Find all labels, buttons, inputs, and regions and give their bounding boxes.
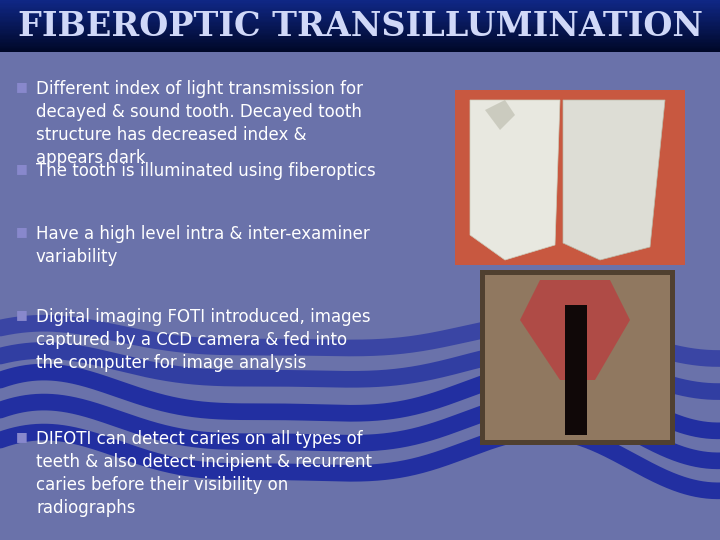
Text: ■: ■ [16,80,28,93]
Text: ■: ■ [16,308,28,321]
Bar [0,49,720,51]
Bar [0,46,720,48]
Bar [0,44,720,45]
Text: Digital imaging FOTI introduced, images
captured by a CCD camera & fed into
the : Digital imaging FOTI introduced, images … [36,308,371,372]
Bar [0,12,720,14]
Bar [0,10,720,12]
Bar [0,1,720,3]
Bar [0,9,720,10]
Bar [0,50,720,52]
Bar [0,18,720,19]
Bar [0,3,720,5]
Bar [0,36,720,38]
Bar [0,24,720,26]
Bar [0,2,720,4]
Bar [0,35,720,36]
Bar [0,23,720,25]
Bar [565,305,587,435]
Polygon shape [563,100,665,260]
Bar [0,31,720,32]
Bar [0,15,720,17]
Bar [0,21,720,22]
Bar [480,270,675,445]
Bar [0,48,720,49]
Bar [0,38,720,40]
Bar [455,90,685,265]
Bar [485,275,670,440]
Bar [0,5,720,6]
Bar [0,16,720,18]
Text: The tooth is illuminated using fiberoptics: The tooth is illuminated using fiberopti… [36,162,376,180]
Bar [0,37,720,39]
Bar [0,0,720,1]
Polygon shape [470,100,560,260]
Bar [0,25,720,28]
Bar [0,29,720,31]
Bar [0,32,720,34]
Polygon shape [485,100,515,130]
Bar [0,11,720,13]
Bar [0,43,720,44]
Bar [0,33,720,35]
Bar [0,22,720,23]
Bar [0,40,720,42]
Bar [0,19,720,21]
Text: Different index of light transmission for
decayed & sound tooth. Decayed tooth
s: Different index of light transmission fo… [36,80,363,167]
Bar [0,45,720,47]
Bar [0,41,720,43]
Text: DIFOTI can detect caries on all types of
teeth & also detect incipient & recurre: DIFOTI can detect caries on all types of… [36,430,372,517]
Polygon shape [520,280,630,380]
Text: Have a high level intra & inter-examiner
variability: Have a high level intra & inter-examiner… [36,225,370,266]
Bar [0,8,720,9]
Bar [0,27,720,29]
Text: FIBEROPTIC TRANSILLUMINATION: FIBEROPTIC TRANSILLUMINATION [17,10,703,43]
Bar [0,6,720,8]
Text: ■: ■ [16,225,28,238]
Bar [0,14,720,16]
Text: ■: ■ [16,430,28,443]
Bar [0,28,720,30]
Text: ■: ■ [16,162,28,175]
